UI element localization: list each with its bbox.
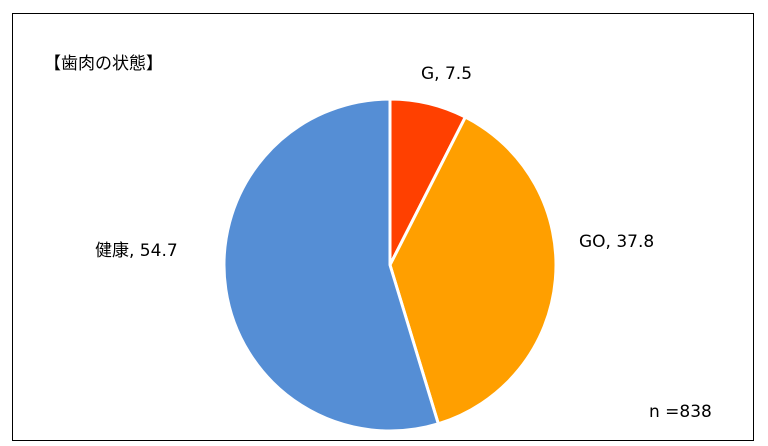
sample-size-note: n =838: [649, 402, 712, 422]
slice-label-g: G, 7.5: [421, 64, 473, 84]
slice-label-go: GO, 37.8: [579, 232, 655, 252]
pie-slice-go: [388, 115, 558, 426]
chart-title: 【歯肉の状態】: [44, 54, 163, 74]
slice-label-healthy: 健康, 54.7: [95, 241, 178, 261]
pie-slice-healthy: [222, 97, 440, 433]
